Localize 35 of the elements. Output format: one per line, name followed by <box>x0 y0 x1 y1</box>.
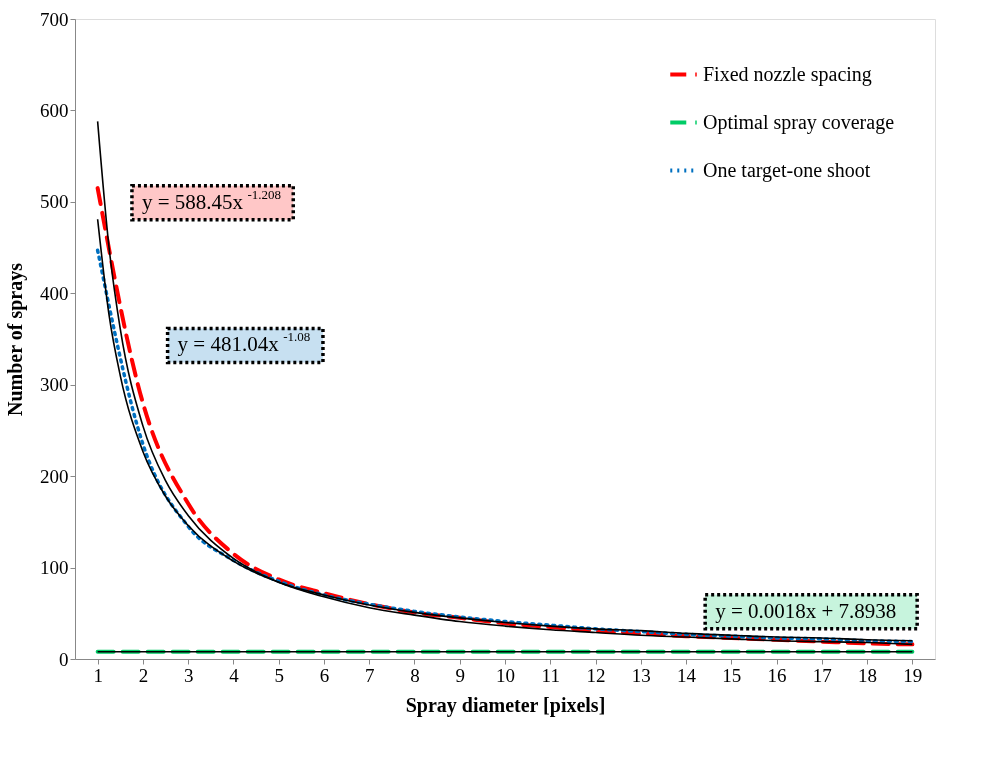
y-tick-label: 400 <box>40 282 69 304</box>
annotation: y = 588.45x-1.208 <box>141 186 282 214</box>
y-tick-label: 0 <box>59 648 69 670</box>
y-tick-label: 200 <box>40 465 69 487</box>
x-tick-label: 3 <box>183 664 194 686</box>
x-tick-label: 1 <box>93 664 103 686</box>
x-axis-title: Spray diameter [pixels] <box>405 693 606 717</box>
x-tick-label: 17 <box>812 664 832 686</box>
annotation: y = 0.0018x + 7.8938 <box>715 598 897 623</box>
legend-label: Optimal spray coverage <box>703 110 895 134</box>
legend-label: Fixed nozzle spacing <box>703 62 872 86</box>
x-tick-label: 5 <box>274 664 284 686</box>
x-tick-label: 8 <box>410 664 420 686</box>
x-tick-label: 12 <box>586 664 606 686</box>
x-tick-label: 4 <box>229 664 240 686</box>
y-tick-label: 100 <box>40 557 69 579</box>
x-tick-label: 11 <box>541 664 560 686</box>
x-tick-label: 18 <box>858 664 878 686</box>
x-tick-label: 15 <box>722 664 742 686</box>
x-tick-label: 2 <box>138 664 149 686</box>
legend-label: One target-one shoot <box>703 158 871 182</box>
x-tick-label: 19 <box>903 664 923 686</box>
y-tick-label: 500 <box>40 191 69 213</box>
x-tick-label: 10 <box>496 664 515 686</box>
x-tick-label: 16 <box>767 664 787 686</box>
x-tick-label: 7 <box>364 664 375 686</box>
y-tick-label: 700 <box>40 8 69 30</box>
x-tick-label: 9 <box>455 664 465 686</box>
y-tick-label: 300 <box>40 374 69 396</box>
x-tick-label: 14 <box>677 664 697 686</box>
annotation: y = 481.04x-1.08 <box>177 329 311 357</box>
x-tick-label: 6 <box>319 664 330 686</box>
y-axis-title: Number of sprays <box>4 262 27 416</box>
x-tick-label: 13 <box>631 664 651 686</box>
y-tick-label: 600 <box>40 99 69 121</box>
